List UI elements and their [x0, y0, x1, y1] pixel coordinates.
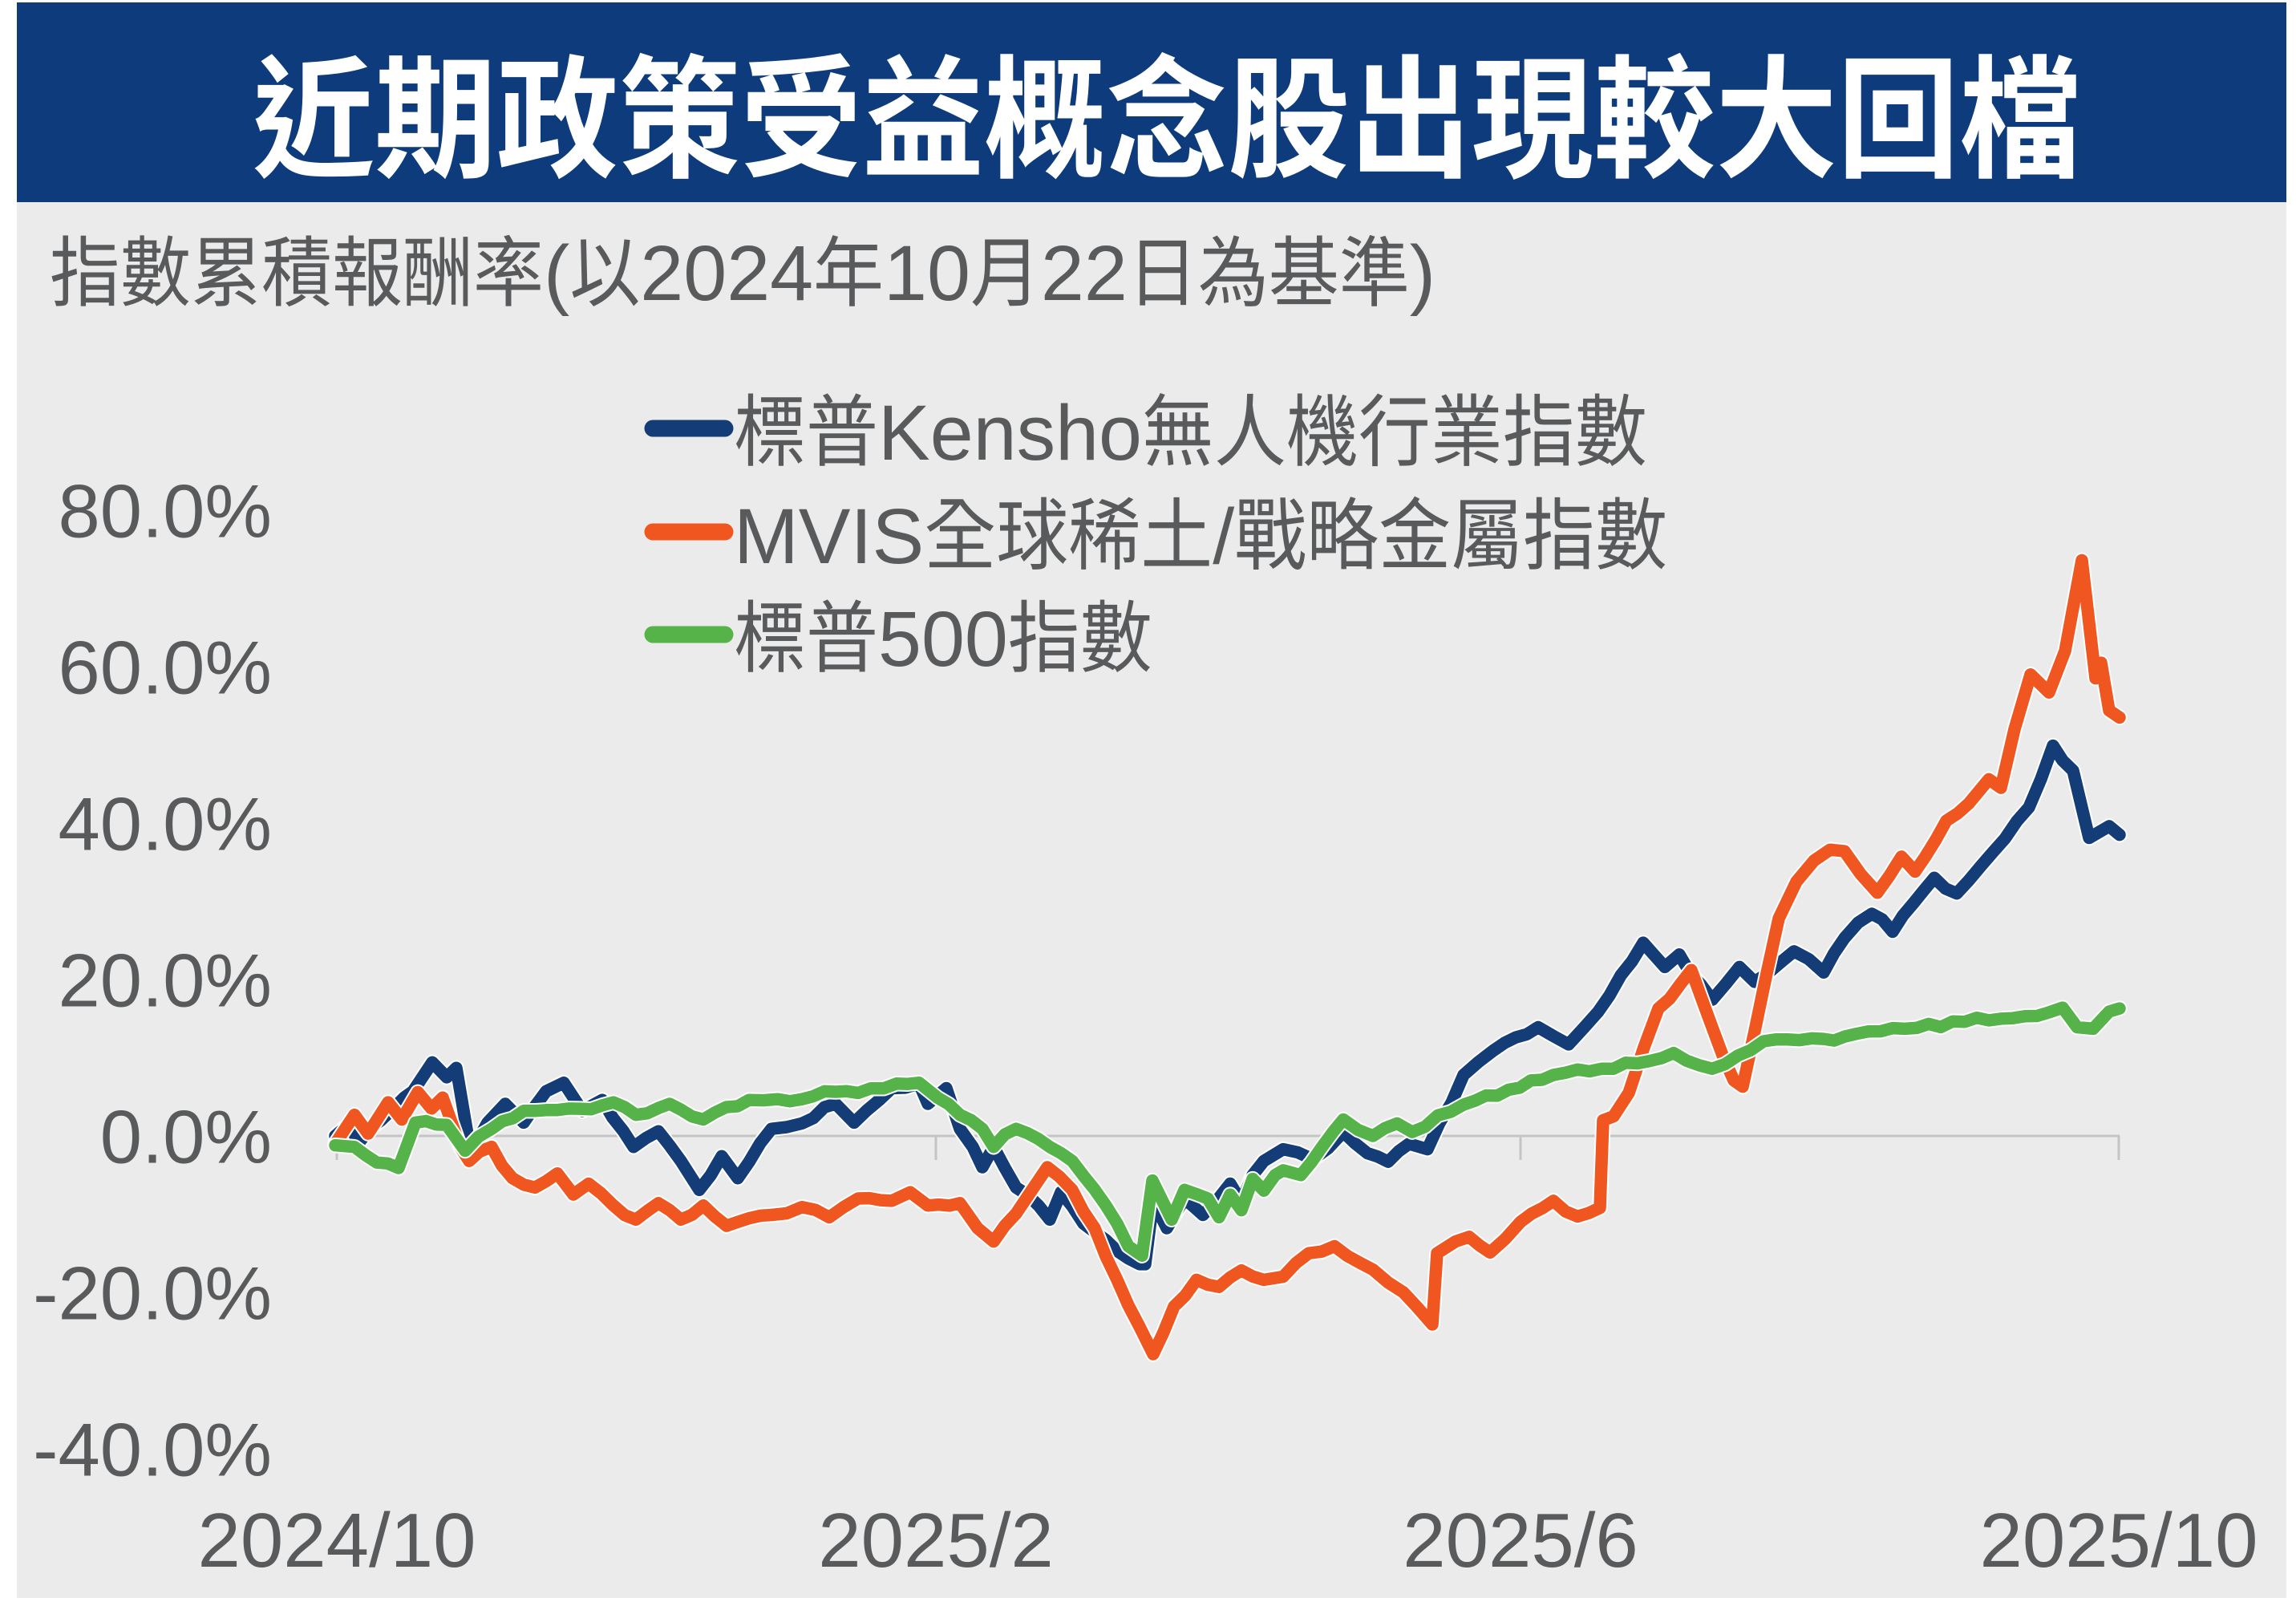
svg-text:40.0%: 40.0%: [58, 782, 272, 866]
svg-text:/: /: [1213, 493, 1234, 580]
svg-text:-40.0%: -40.0%: [33, 1408, 272, 1492]
svg-text:60.0%: 60.0%: [58, 626, 272, 710]
svg-text:2025/10: 2025/10: [1979, 1498, 2258, 1584]
svg-text:(: (: [544, 229, 569, 317]
svg-text:80.0%: 80.0%: [58, 469, 272, 554]
svg-text:500: 500: [878, 595, 1008, 683]
svg-text:2024: 2024: [640, 229, 813, 317]
svg-text:2025/6: 2025/6: [1403, 1498, 1638, 1584]
svg-text:20.0%: 20.0%: [58, 939, 272, 1023]
svg-text:): ): [1410, 229, 1436, 317]
svg-text:2024/10: 2024/10: [197, 1498, 476, 1584]
svg-text:MVIS: MVIS: [734, 493, 924, 580]
svg-text:Kensho: Kensho: [878, 389, 1142, 477]
svg-text:2025/2: 2025/2: [818, 1498, 1054, 1584]
svg-text:0.0%: 0.0%: [100, 1095, 272, 1179]
svg-text:22: 22: [1041, 229, 1128, 317]
svg-text:-20.0%: -20.0%: [33, 1251, 272, 1336]
svg-text:10: 10: [884, 229, 970, 317]
